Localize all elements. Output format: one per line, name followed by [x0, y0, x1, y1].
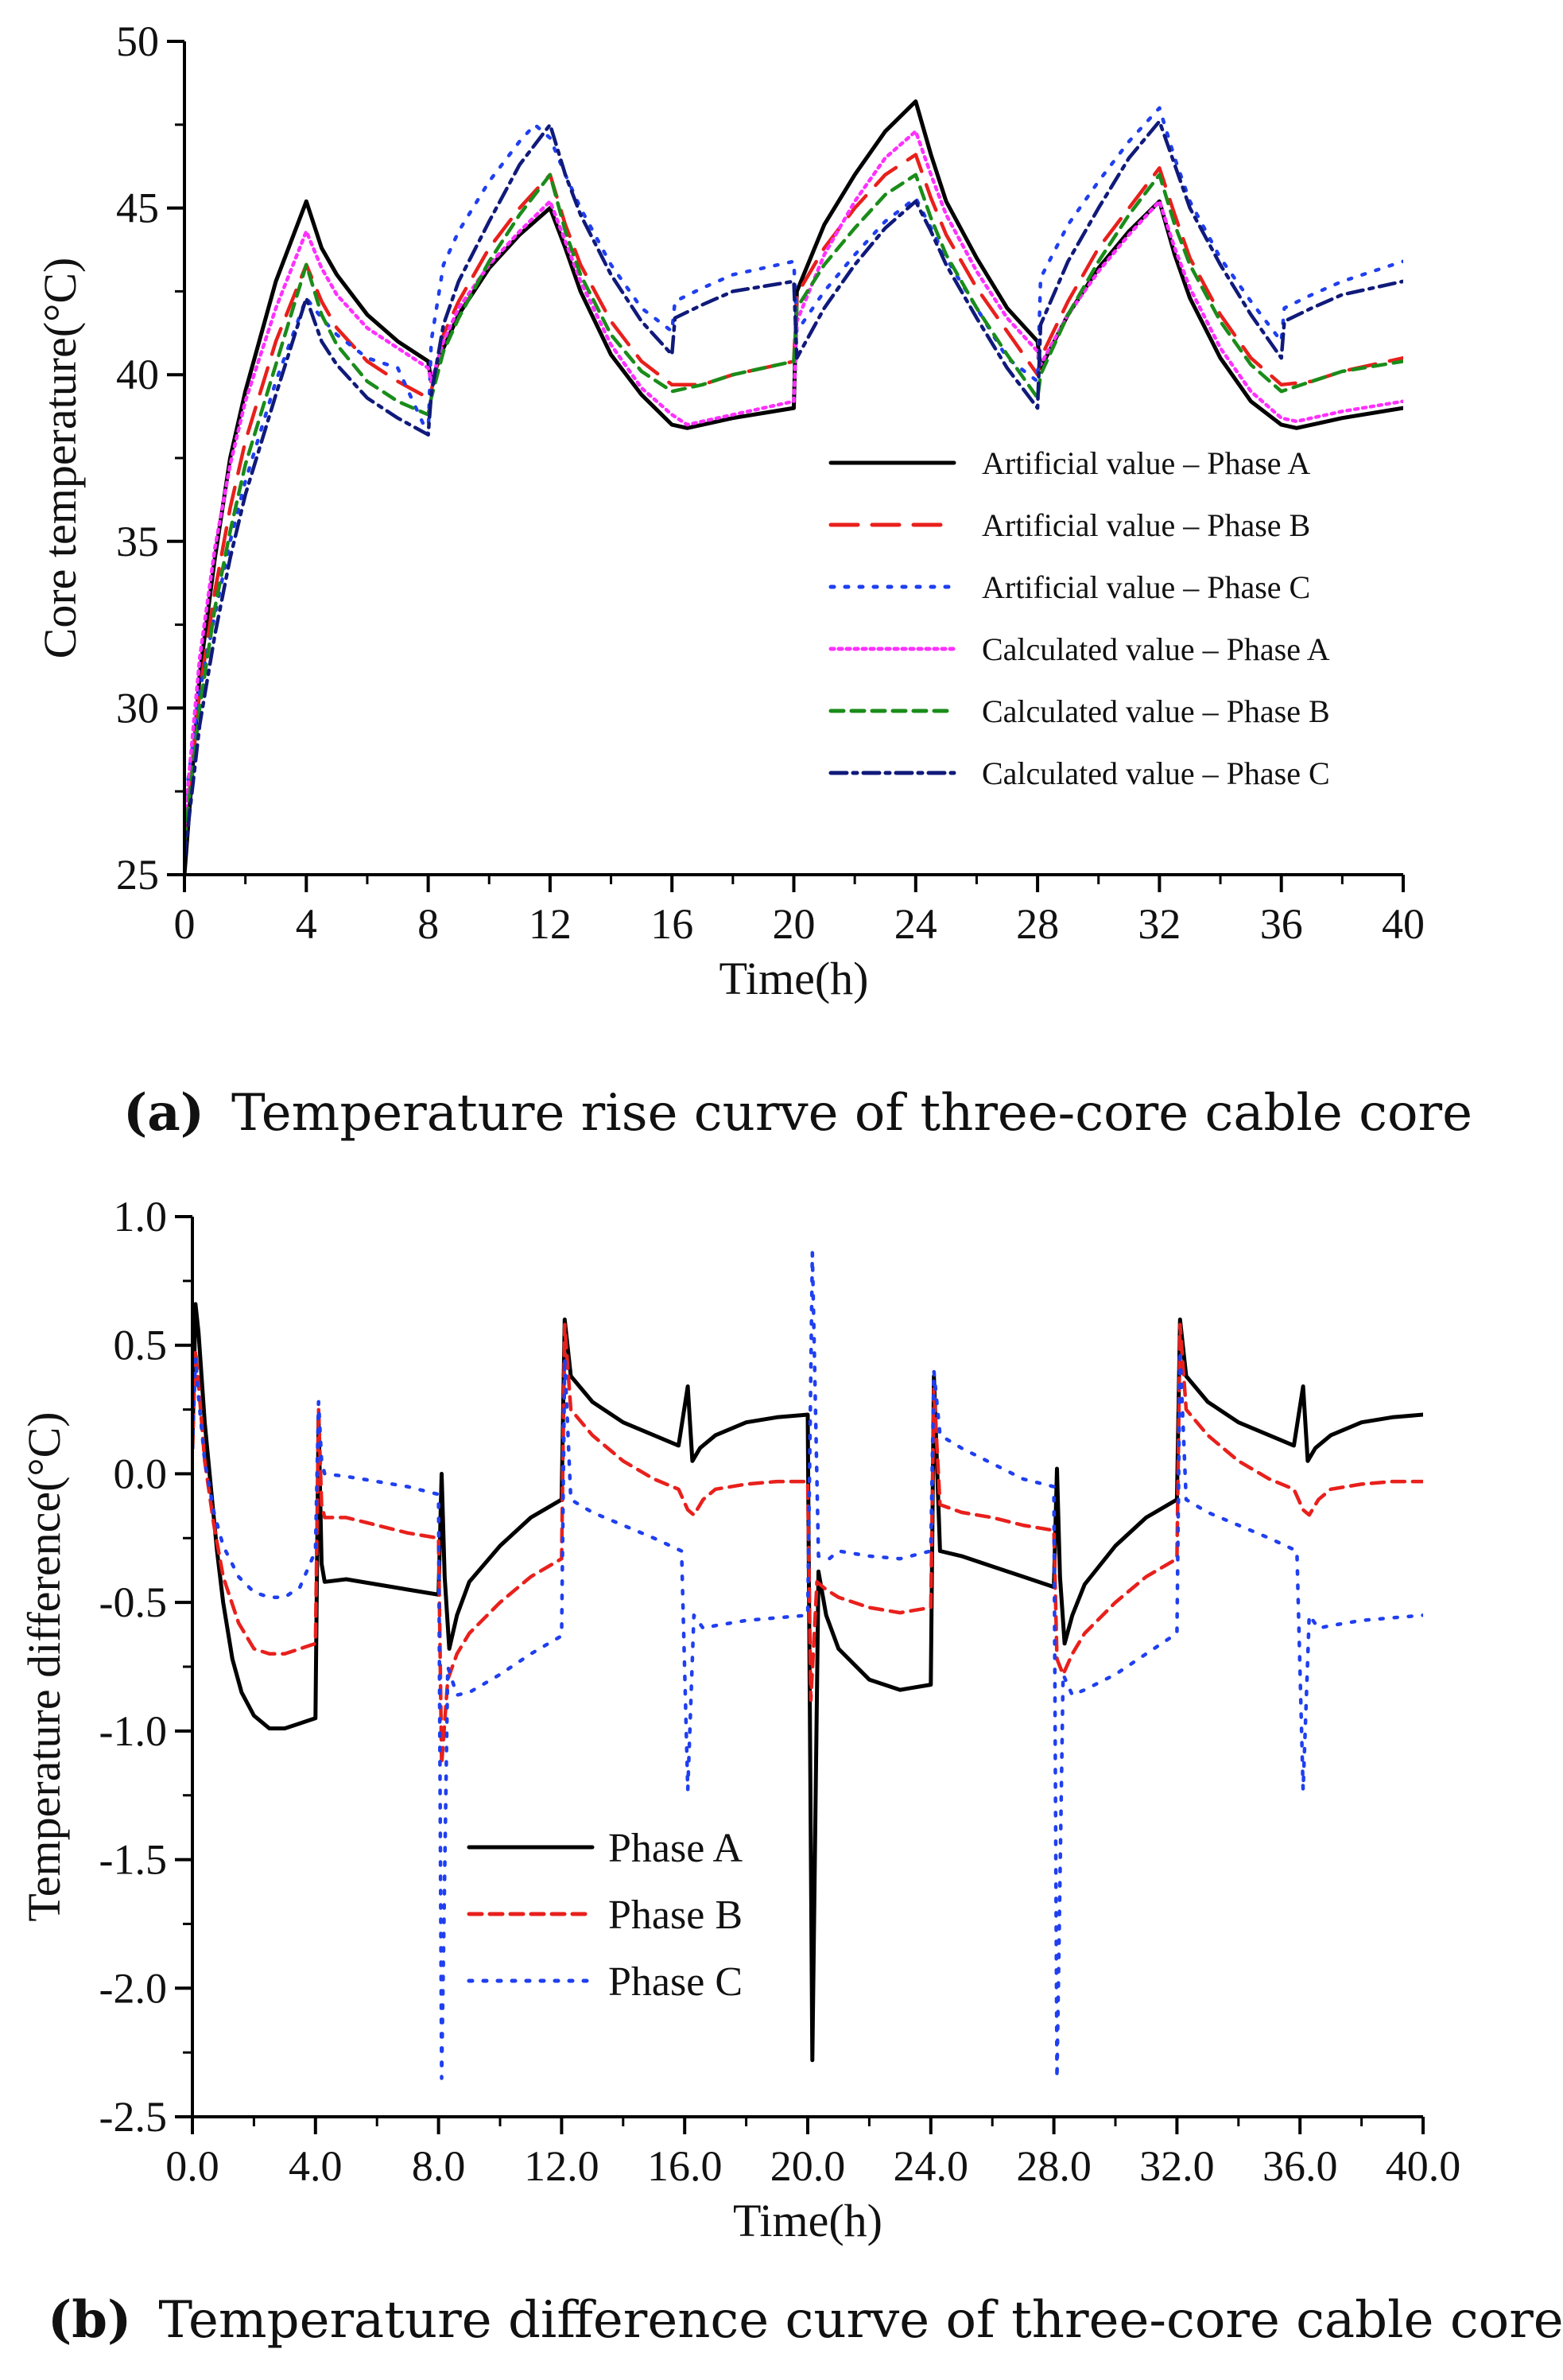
chart-b-legend-label-2: Phase B	[608, 1893, 743, 1938]
chart-a-x-axis-label: Time(h)	[719, 953, 869, 1004]
chart-a-y-tick-label: 35	[116, 518, 159, 565]
chart-b-x-tick-label: 4.0	[289, 2142, 343, 2190]
chart-a-x-tick-label: 4	[296, 900, 317, 948]
chart-a-x-tick-label: 20	[773, 900, 816, 948]
chart-b-series-3-line	[192, 1251, 1423, 2080]
caption-b-text: Temperature difference curve of three-co…	[158, 2291, 1563, 2350]
chart-b: 0.0 4.0 8.0 12.0 16.0 20.0 24.0 28.0 32.0 36.0 40.…	[18, 1193, 1460, 2246]
chart-a-x-tick-label: 36	[1260, 900, 1303, 948]
chart-a-legend-label-5: Calculated value – Phase B	[982, 693, 1330, 729]
chart-a-series-4-line	[184, 129, 1403, 827]
caption-b-label: (b)	[48, 2290, 132, 2350]
chart-b-legend-label-1: Phase A	[608, 1826, 743, 1871]
chart-b-x-tick-label: 32.0	[1139, 2142, 1215, 2190]
chart-b-x-tick-label: 12.0	[524, 2142, 599, 2190]
chart-a-series-2-line	[184, 153, 1403, 844]
chart-b-y-tick-label: -1.5	[99, 1836, 167, 1884]
chart-b-x-tick-label: 40.0	[1386, 2142, 1461, 2190]
chart-b-x-tick-label: 8.0	[412, 2142, 466, 2190]
chart-b-y-tick-label: 0.0	[114, 1450, 168, 1497]
chart-b-x-tick-label: 28.0	[1016, 2142, 1092, 2190]
caption-a: (a) Temperature rise curve of three-core …	[123, 1083, 1472, 1143]
chart-a-series-1-line	[184, 99, 1403, 875]
chart-a-series-6-line	[184, 119, 1403, 860]
chart-a: 0 4 8 12 16 20 24 28 32 36 40 25 30 35 40 45 50 Time(h) Co…	[34, 17, 1425, 1004]
chart-a-legend-label-6: Calculated value – Phase C	[982, 755, 1330, 791]
chart-b-series-2-line	[192, 1322, 1423, 1767]
chart-b-y-axis-label: Temperature difference(°C)	[18, 1411, 70, 1921]
chart-a-y-tick-label: 50	[116, 17, 159, 65]
chart-b-y-tick-label: -1.0	[99, 1707, 167, 1755]
chart-b-legend: Phase A Phase B Phase C	[467, 1826, 743, 2005]
chart-b-y-tick-label: -2.0	[99, 1964, 167, 2012]
chart-a-x-tick-label: 16	[650, 900, 693, 948]
chart-a-y-tick-label: 30	[116, 684, 159, 732]
chart-a-x-tick-label: 0	[174, 900, 196, 948]
caption-a-text: Temperature rise curve of three-core cab…	[231, 1084, 1472, 1143]
chart-a-legend-label-1: Artificial value – Phase A	[982, 445, 1310, 481]
chart-a-x-tick-label: 32	[1138, 900, 1181, 948]
chart-b-y-tick-label: 0.5	[114, 1322, 168, 1369]
chart-b-x-tick-label: 24.0	[894, 2142, 969, 2190]
caption-b: (b) Temperature difference curve of three…	[48, 2290, 1563, 2350]
chart-b-x-tick-label: 36.0	[1262, 2142, 1338, 2190]
chart-b-x-tick-label: 20.0	[770, 2142, 846, 2190]
chart-b-series-1-line	[192, 1302, 1423, 2063]
caption-a-label: (a)	[123, 1083, 205, 1143]
chart-b-plot-area	[192, 1251, 1423, 2080]
chart-b-y-tick-label: 1.0	[114, 1193, 168, 1240]
chart-a-x-tick-label: 28	[1016, 900, 1059, 948]
chart-a-series-3-line	[184, 106, 1403, 810]
chart-b-y-tick-label: -2.5	[99, 2093, 167, 2141]
chart-a-legend-label-2: Artificial value – Phase B	[982, 507, 1310, 543]
chart-a-y-tick-label: 25	[116, 851, 159, 899]
chart-a-x-tick-label: 12	[529, 900, 572, 948]
chart-b-x-axis-label: Time(h)	[733, 2195, 882, 2246]
chart-a-legend: Artificial value – Phase A Artificial val…	[828, 445, 1330, 791]
chart-a-series-5-line	[184, 173, 1403, 844]
chart-b-y-tick-label: -0.5	[99, 1578, 167, 1626]
chart-a-y-axis-label: Core temperature(°C)	[34, 258, 86, 659]
chart-a-x-tick-label: 24	[894, 900, 937, 948]
chart-a-plot-area	[184, 99, 1403, 875]
chart-a-legend-label-3: Artificial value – Phase C	[982, 569, 1310, 605]
chart-a-x-tick-label: 40	[1382, 900, 1425, 948]
chart-a-y-tick-label: 40	[116, 351, 159, 398]
chart-a-legend-label-4: Calculated value – Phase A	[982, 631, 1330, 667]
chart-b-legend-label-3: Phase C	[608, 1959, 743, 2005]
chart-a-x-tick-label: 8	[417, 900, 439, 948]
chart-b-x-tick-label: 16.0	[647, 2142, 723, 2190]
chart-b-x-tick-label: 0.0	[165, 2142, 219, 2190]
chart-a-y-tick-label: 45	[116, 184, 159, 232]
